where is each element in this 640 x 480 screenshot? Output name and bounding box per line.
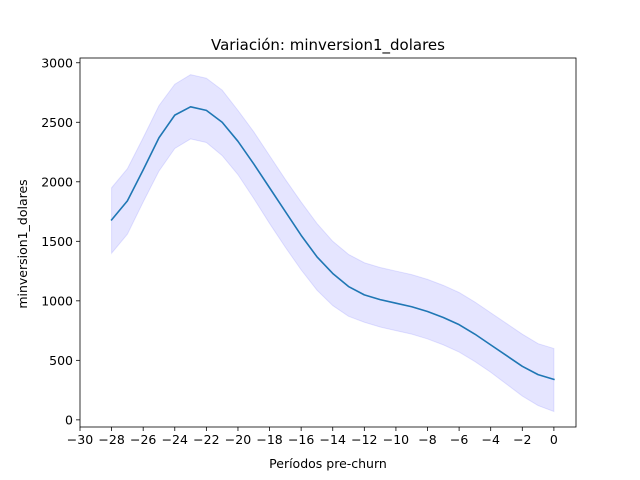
chart-title: Variación: minversion1_dolares [211,36,445,55]
x-tick-label: −22 [193,432,219,447]
x-axis-label: Períodos pre-churn [269,456,387,471]
x-tick-label: −16 [288,432,314,447]
x-tick-label: −28 [98,432,124,447]
x-tick-label: −26 [130,432,156,447]
y-tick-label: 3000 [41,55,73,70]
x-tick-label: −24 [162,432,188,447]
x-tick-label: −18 [256,432,282,447]
confidence-band [111,74,555,413]
x-tick-label: −20 [225,432,251,447]
x-tick-label: −12 [351,432,377,447]
x-tick-label: −4 [481,432,499,447]
y-tick-label: 1500 [41,234,73,249]
x-tick-label: −30 [67,432,93,447]
y-tick-label: 0 [65,412,73,427]
y-tick-label: 2500 [41,115,73,130]
x-tick-label: −2 [513,432,531,447]
y-tick-label: 1000 [41,293,73,308]
series-line [110,106,555,381]
y-tick-label: 2000 [41,174,73,189]
x-tick-label: −6 [450,432,468,447]
x-tick-label: −8 [418,432,436,447]
y-tick-label: 500 [49,353,73,368]
axes-frame [79,57,577,428]
y-axis-label: minversion1_dolares [15,179,30,308]
x-tick-label: −10 [383,432,409,447]
x-tick-label: −14 [320,432,346,447]
x-tick-label: 0 [550,432,558,447]
